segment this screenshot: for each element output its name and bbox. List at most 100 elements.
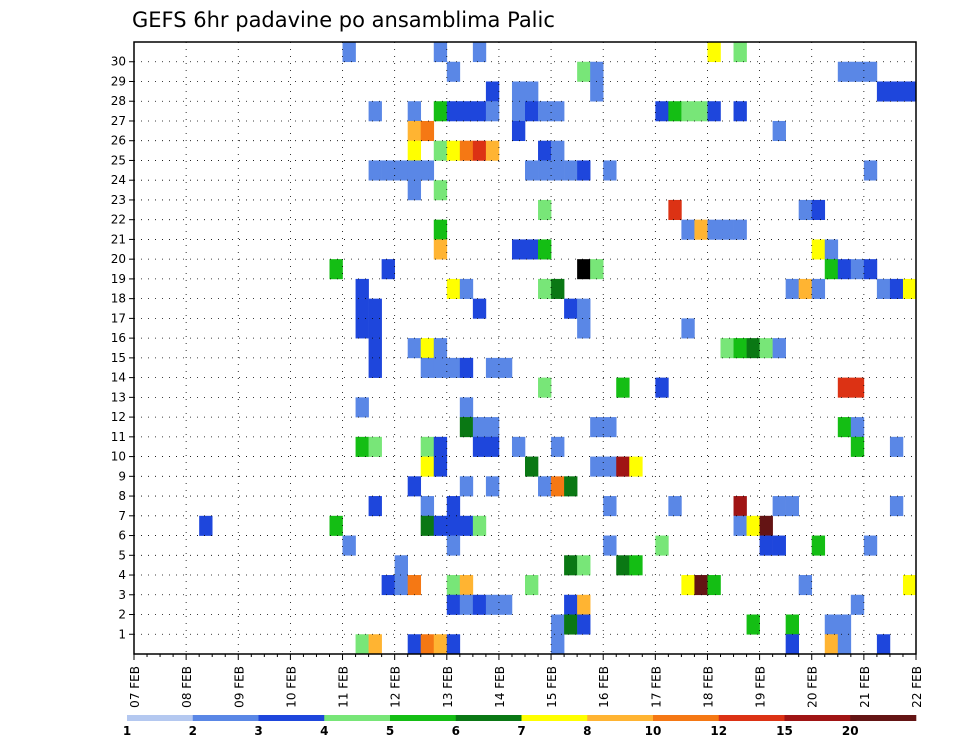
colorbar-label: 1 (123, 724, 131, 738)
heatmap-cell (759, 515, 773, 536)
y-tick-label: 29 (111, 74, 126, 88)
heatmap-cell (538, 239, 552, 260)
heatmap-cell (498, 357, 513, 378)
heatmap-cell (577, 61, 591, 82)
heatmap-cell (785, 278, 799, 299)
heatmap-cell (394, 160, 408, 181)
heatmap-cell (485, 140, 500, 161)
heatmap-cell (433, 180, 448, 201)
y-tick-label: 10 (111, 450, 126, 464)
heatmap-cell (616, 555, 630, 576)
heatmap-cell (407, 120, 422, 142)
heatmap-cell (407, 140, 422, 161)
colorbar-swatch (390, 715, 457, 721)
heatmap-cell (381, 160, 395, 181)
heatmap-cell (446, 101, 461, 122)
heatmap-cell (355, 397, 369, 418)
heatmap-cell (485, 476, 500, 497)
heatmap-cell (446, 594, 461, 615)
heatmap-cell (538, 476, 552, 497)
heatmap-cell (850, 594, 865, 615)
heatmap-cell (616, 456, 630, 477)
heatmap-cell (733, 338, 747, 359)
heatmap-cell (525, 456, 539, 477)
heatmap-cell (420, 338, 435, 359)
y-tick-label: 9 (118, 469, 126, 483)
y-tick-label: 15 (111, 351, 126, 365)
x-tick-label: 10 FEB (284, 666, 298, 708)
heatmap-cell (551, 476, 565, 497)
heatmap-cell (472, 298, 487, 319)
heatmap-cell (355, 278, 369, 299)
heatmap-cell (837, 634, 852, 655)
heatmap-cell (785, 496, 799, 517)
heatmap-cell (355, 318, 369, 339)
heatmap-cell (472, 140, 487, 161)
colorbar-label: 15 (776, 724, 793, 738)
y-tick-label: 25 (111, 153, 126, 167)
heatmap-cell (746, 614, 760, 635)
heatmap-cell (694, 219, 708, 240)
x-tick-label: 21 FEB (858, 666, 872, 708)
heatmap-cell (472, 42, 487, 63)
heatmap-cell (368, 101, 382, 122)
heatmap-cell (472, 101, 487, 122)
heatmap-cell (707, 101, 721, 122)
heatmap-cell (772, 535, 786, 556)
heatmap-cell (863, 259, 878, 280)
heatmap-cell (368, 634, 382, 655)
heatmap-cell (824, 634, 839, 655)
heatmap-cell (368, 338, 382, 359)
heatmap-cell (420, 456, 435, 477)
colorbar-swatch (653, 715, 720, 721)
heatmap-cell (407, 338, 422, 359)
heatmap-cell (850, 259, 865, 280)
heatmap-cell (368, 160, 382, 181)
heatmap-cell (433, 436, 448, 457)
y-tick-label: 20 (111, 252, 126, 266)
heatmap-cell (459, 417, 474, 438)
heatmap-cell (889, 278, 904, 299)
heatmap-cell (525, 239, 539, 260)
heatmap-cell (551, 614, 565, 635)
heatmap-cell (407, 476, 422, 497)
heatmap-cell (342, 535, 356, 556)
heatmap-cell (420, 436, 435, 457)
heatmap-cell (655, 377, 669, 398)
heatmap-cell (876, 278, 891, 299)
x-tick-label: 13 FEB (441, 666, 455, 708)
y-tick-label: 12 (111, 410, 126, 424)
heatmap-cell (407, 575, 422, 596)
heatmap-cell (433, 338, 448, 359)
heatmap-cell (485, 357, 500, 378)
heatmap-cell (655, 101, 669, 122)
heatmap-cell (420, 120, 435, 142)
heatmap-cell (525, 160, 539, 181)
heatmap-cell (433, 42, 448, 63)
heatmap-cell (577, 298, 591, 319)
colorbar-swatch (784, 715, 851, 721)
heatmap-cell (472, 436, 487, 457)
y-tick-label: 17 (111, 311, 126, 325)
heatmap-cell (564, 298, 578, 319)
colorbar-label: 4 (320, 724, 328, 738)
heatmap-cell (733, 101, 747, 122)
heatmap-cell (668, 496, 682, 517)
heatmap-cell (433, 140, 448, 161)
x-tick-label: 22 FEB (910, 666, 924, 708)
y-tick-label: 11 (111, 430, 126, 444)
heatmap-cell (538, 160, 552, 181)
heatmap-cell (394, 575, 408, 596)
heatmap-cell (707, 219, 721, 240)
colorbar-label: 3 (254, 724, 262, 738)
y-tick-label: 2 (118, 608, 126, 622)
colorbar-label: 2 (189, 724, 197, 738)
heatmap-cell (837, 614, 852, 635)
heatmap-cell (551, 101, 565, 122)
heatmap-cell (733, 496, 747, 517)
heatmap-cell (446, 496, 461, 517)
heatmap-cell (498, 594, 513, 615)
heatmap-cell (837, 417, 852, 438)
heatmap-cell (577, 318, 591, 339)
